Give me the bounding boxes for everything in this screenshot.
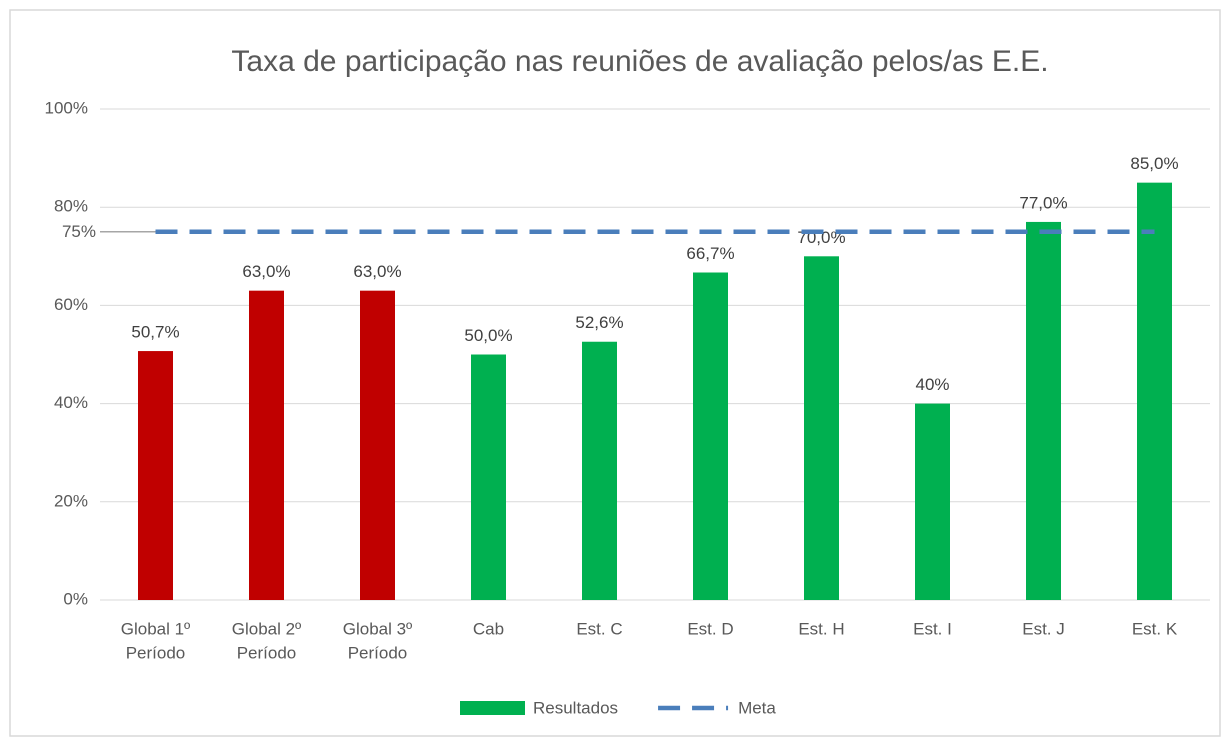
bar (471, 354, 506, 600)
x-tick-label: Período (126, 643, 186, 662)
x-tick-label: Est. J (1022, 619, 1065, 638)
data-label: 40% (915, 375, 949, 394)
x-tick-label: Global 1º (121, 619, 191, 638)
y-tick-label: 40% (54, 393, 88, 412)
x-tick-label: Est. K (1132, 619, 1178, 638)
bar (915, 403, 950, 600)
data-label: 77,0% (1019, 193, 1067, 212)
data-label: 50,0% (464, 326, 512, 345)
data-label: 85,0% (1130, 154, 1178, 173)
chart-title: Taxa de participação nas reuniões de ava… (231, 45, 1048, 78)
legend-label: Meta (738, 698, 776, 717)
bar (249, 290, 284, 600)
bar (804, 256, 839, 600)
x-tick-label: Est. D (687, 619, 733, 638)
bar (1137, 182, 1172, 600)
bar (138, 351, 173, 600)
data-label: 52,6% (575, 313, 623, 332)
x-tick-label: Est. I (913, 619, 952, 638)
x-tick-label: Cab (473, 619, 504, 638)
y-tick-label: 60% (54, 295, 88, 314)
bar (360, 290, 395, 600)
x-tick-label: Est. C (576, 619, 622, 638)
y-tick-label: 20% (54, 491, 88, 510)
meta-label: 75% (62, 222, 96, 241)
legend-swatch (460, 701, 525, 715)
bar (582, 341, 617, 600)
y-tick-label: 80% (54, 197, 88, 216)
x-tick-label: Período (237, 643, 297, 662)
data-label: 50,7% (131, 323, 179, 342)
x-tick-label: Global 2º (232, 619, 302, 638)
x-tick-label: Período (348, 643, 408, 662)
legend-label: Resultados (533, 698, 618, 717)
data-label: 66,7% (686, 244, 734, 263)
bar (693, 272, 728, 600)
x-tick-label: Est. H (798, 619, 844, 638)
data-label: 63,0% (242, 262, 290, 281)
x-tick-label: Global 3º (343, 619, 413, 638)
bar (1026, 221, 1061, 600)
data-label: 63,0% (353, 262, 401, 281)
y-tick-label: 0% (63, 589, 88, 608)
y-tick-label: 100% (45, 98, 88, 117)
